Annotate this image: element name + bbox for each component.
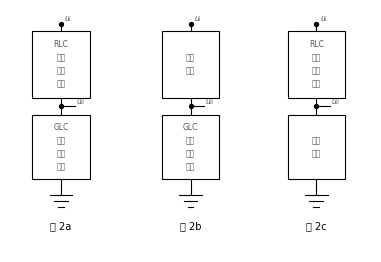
Text: 电路: 电路 (186, 66, 195, 75)
Text: u₀: u₀ (76, 97, 84, 106)
Text: 并联: 并联 (56, 136, 66, 145)
Text: 电阻: 电阻 (312, 136, 321, 145)
Text: 电路: 电路 (56, 162, 66, 171)
Text: 串联: 串联 (56, 53, 66, 62)
Text: RLC: RLC (53, 41, 69, 50)
Text: 图 2a: 图 2a (50, 222, 72, 232)
Text: 电路: 电路 (186, 162, 195, 171)
Bar (32, 115, 90, 179)
Text: u₀: u₀ (206, 97, 214, 106)
Text: u₀: u₀ (331, 97, 339, 106)
Text: 谐振: 谐振 (186, 149, 195, 158)
Text: GLC: GLC (183, 123, 198, 132)
Text: 电阻: 电阻 (186, 53, 195, 62)
Text: 电路: 电路 (312, 79, 321, 88)
Bar (288, 31, 345, 97)
Text: 图 2c: 图 2c (306, 222, 327, 232)
Bar (288, 115, 345, 179)
Text: RLC: RLC (309, 41, 324, 50)
Text: 电路: 电路 (312, 149, 321, 158)
Text: 谐振: 谐振 (56, 66, 66, 75)
Bar (162, 115, 219, 179)
Text: 电路: 电路 (56, 79, 66, 88)
Bar (162, 31, 219, 97)
Text: 并联: 并联 (186, 136, 195, 145)
Text: 串联: 串联 (312, 53, 321, 62)
Text: uᵢ: uᵢ (65, 14, 71, 24)
Text: uᵢ: uᵢ (320, 14, 327, 24)
Text: uᵢ: uᵢ (194, 14, 201, 24)
Text: GLC: GLC (53, 123, 69, 132)
Text: 图 2b: 图 2b (180, 222, 201, 232)
Bar (32, 31, 90, 97)
Text: 谐振: 谐振 (56, 149, 66, 158)
Text: 谐振: 谐振 (312, 66, 321, 75)
